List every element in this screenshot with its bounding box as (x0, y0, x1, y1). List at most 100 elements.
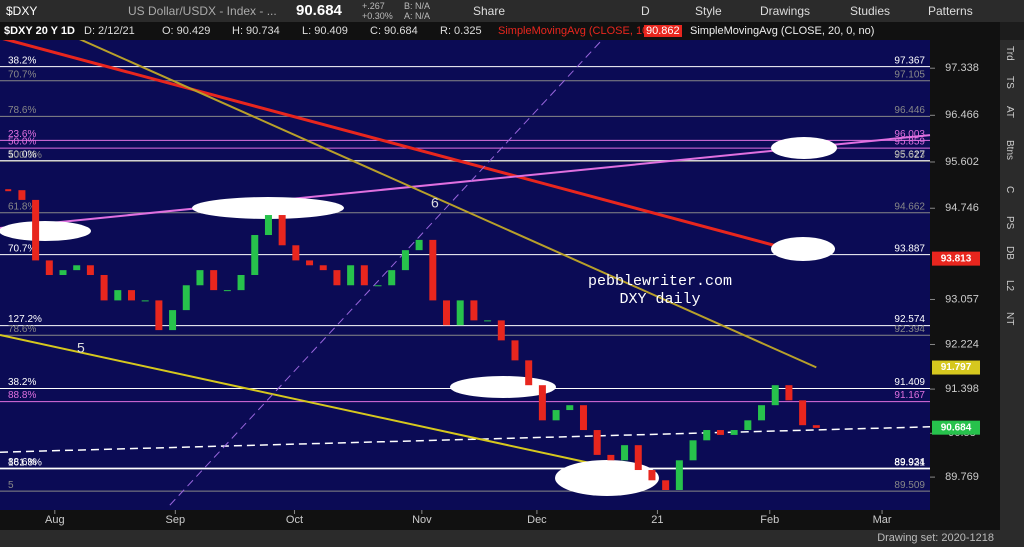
candle (401, 250, 409, 271)
x-tick-label: Mar (873, 514, 892, 526)
level-value: 91.409 (894, 377, 925, 388)
level-tag: 61.8% (8, 201, 36, 212)
level-value: 96.003 (894, 129, 925, 140)
trendline (79, 40, 817, 369)
tab[interactable]: AT (1004, 106, 1015, 119)
candle (73, 265, 81, 271)
studies-button[interactable]: Studies (850, 4, 891, 18)
tab[interactable]: NT (1004, 312, 1015, 326)
candle (579, 405, 587, 431)
candle (799, 400, 807, 426)
candle (456, 300, 464, 326)
price-tag-label: 90.684 (941, 422, 972, 433)
patterns-button[interactable]: Patterns (928, 4, 973, 18)
study-1-value: 90.862 (644, 25, 682, 37)
x-tick-label: Dec (527, 514, 547, 526)
symbol-box[interactable]: $DXY (6, 4, 38, 18)
level-tag: 23.6% (8, 129, 36, 140)
candle (758, 405, 766, 421)
trendline (169, 40, 603, 506)
level-tag: 5 (8, 480, 14, 491)
style-button[interactable]: Style (695, 4, 722, 18)
level-tag: 70.7% (8, 243, 36, 254)
level-tag: 70.7% (8, 69, 36, 80)
plot-area (0, 40, 930, 510)
layer: 38.2% 97.367 70.7% 97.105 78.6% 96.446 23.6% 96… (0, 40, 931, 506)
level-value: 97.367 (894, 55, 925, 66)
candle (730, 430, 738, 435)
level-tag: 161.8% (8, 458, 42, 469)
ask: A: N/A (404, 11, 431, 21)
candle (634, 445, 642, 471)
candle (210, 270, 218, 291)
level-tag: 127.2% (8, 314, 42, 325)
date-axis (0, 510, 1000, 530)
level-value: 96.446 (894, 105, 925, 116)
level-tag: 38.2% (8, 377, 36, 388)
level-tag: 50.0% (8, 149, 36, 160)
candle (648, 470, 656, 481)
candle (155, 300, 163, 331)
candle (237, 275, 245, 291)
tab[interactable]: TS (1004, 76, 1015, 89)
candle (127, 290, 135, 301)
share-button[interactable]: Share (473, 4, 506, 18)
candle (388, 270, 396, 286)
tab[interactable]: L2 (1004, 280, 1015, 292)
candle (785, 385, 793, 401)
candle (593, 430, 601, 455)
study-2: SimpleMovingAvg (CLOSE, 20, 0, no) (690, 25, 875, 37)
y-tick-label: 92.224 (945, 338, 979, 350)
x-tick-label: 21 (651, 514, 663, 526)
tab[interactable]: Trd (1004, 46, 1015, 61)
drawings-button[interactable]: Drawings (760, 4, 811, 18)
level-value: 95.859 (894, 137, 925, 148)
x-tick-label: Oct (286, 514, 303, 526)
level-value: 92.394 (894, 324, 925, 335)
candle (621, 445, 629, 461)
low: L: 90.409 (302, 25, 348, 37)
level-tag: 88.8% (8, 390, 36, 401)
candle (182, 285, 190, 311)
open: O: 90.429 (162, 25, 211, 37)
candle (566, 405, 574, 411)
candle (511, 340, 519, 361)
wave-label: 5 (77, 340, 85, 356)
period-button[interactable]: D (641, 4, 650, 18)
candle (100, 275, 108, 301)
tab[interactable]: PS (1004, 216, 1015, 230)
candle (319, 265, 327, 271)
tab[interactable]: C (1004, 186, 1015, 194)
candle (484, 320, 492, 322)
trendline (0, 333, 601, 467)
drawing-set[interactable]: Drawing set: 2020-1218 (877, 532, 994, 544)
highlight (771, 137, 837, 159)
level-value: 91.167 (894, 390, 925, 401)
level-tag: 78.6% (8, 105, 36, 116)
bid: B: N/A (404, 1, 431, 11)
candle (443, 300, 451, 326)
x-tick-label: Feb (760, 514, 779, 526)
x-tick-label: Sep (166, 514, 186, 526)
level-value: 89.921 (894, 458, 925, 469)
tab[interactable]: DB (1004, 246, 1015, 260)
candle (86, 265, 94, 275)
level-value: 97.105 (894, 69, 925, 80)
level-value: 93.887 (894, 243, 925, 254)
tab[interactable]: Btns (1004, 140, 1015, 161)
close: C: 90.684 (370, 25, 418, 37)
candle (470, 300, 478, 321)
toolbar: $DXY US Dollar/USDX - Index - ... 90.684… (0, 0, 1024, 22)
level-value: 89.509 (894, 480, 925, 491)
y-tick-label: 91.398 (945, 383, 979, 395)
candle (251, 235, 259, 275)
x-tick-label: Aug (45, 514, 65, 526)
level-tag: 38.2% (8, 55, 36, 66)
candle (716, 430, 724, 435)
candle (675, 460, 683, 491)
study-1: SimpleMovingAvg (CLOSE, 10, 0, no) (498, 25, 683, 37)
last-price: 90.684 (296, 2, 342, 19)
status-bar: Drawing set: 2020-1218 (0, 530, 1024, 547)
candle (32, 199, 40, 261)
description: US Dollar/USDX - Index - ... (128, 4, 277, 18)
